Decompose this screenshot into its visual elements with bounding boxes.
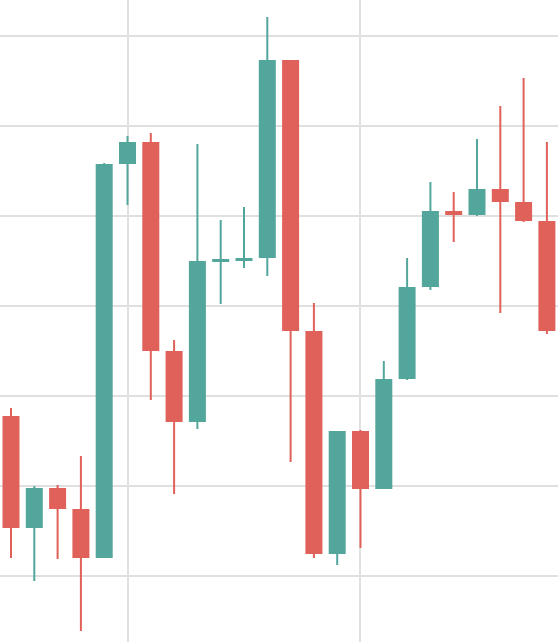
- candle: [491, 106, 509, 313]
- candle-body-up: [398, 287, 416, 379]
- candle: [2, 408, 20, 558]
- candle-body-down: [352, 431, 369, 489]
- candle: [398, 258, 416, 380]
- candles: [2, 17, 556, 631]
- candle-body-down: [2, 416, 20, 528]
- candle: [258, 17, 276, 276]
- candle-body-down: [445, 211, 463, 215]
- candle: [468, 139, 486, 216]
- candle-body-up: [421, 211, 439, 287]
- candle: [235, 207, 253, 268]
- candle: [25, 486, 43, 581]
- candle-body-down: [282, 60, 300, 331]
- candle-body-up: [119, 142, 136, 164]
- candle-body-up: [258, 60, 276, 258]
- candle-body-up: [25, 488, 43, 528]
- candle-body-up: [188, 261, 206, 422]
- candle-body-down: [142, 142, 160, 351]
- candle-body-up: [235, 258, 253, 261]
- candle-body-down: [515, 202, 533, 221]
- candle-body-up: [468, 189, 486, 215]
- candle-body-down: [49, 488, 67, 509]
- candle-body-up: [95, 164, 113, 558]
- candle-body-down: [165, 351, 183, 422]
- candle: [282, 60, 300, 462]
- candle: [375, 361, 393, 489]
- candle-body-down: [305, 331, 323, 554]
- candle-body-up: [212, 259, 230, 262]
- candle: [421, 182, 439, 290]
- candle: [188, 144, 206, 429]
- candle: [305, 303, 323, 558]
- candle: [165, 340, 183, 494]
- candle: [515, 78, 533, 222]
- candle: [142, 133, 160, 400]
- candle-body-up: [328, 431, 346, 554]
- candle: [72, 456, 90, 631]
- candle-body-down: [72, 509, 90, 558]
- candle: [328, 431, 346, 565]
- candle-body-down: [491, 189, 509, 202]
- candle-body-down: [538, 221, 556, 331]
- candle: [95, 163, 113, 558]
- candle-body-up: [375, 379, 393, 489]
- candle: [445, 192, 463, 242]
- candle: [352, 430, 369, 548]
- candle: [212, 220, 230, 304]
- candle: [49, 485, 67, 559]
- candle: [538, 142, 556, 334]
- candle: [119, 136, 136, 205]
